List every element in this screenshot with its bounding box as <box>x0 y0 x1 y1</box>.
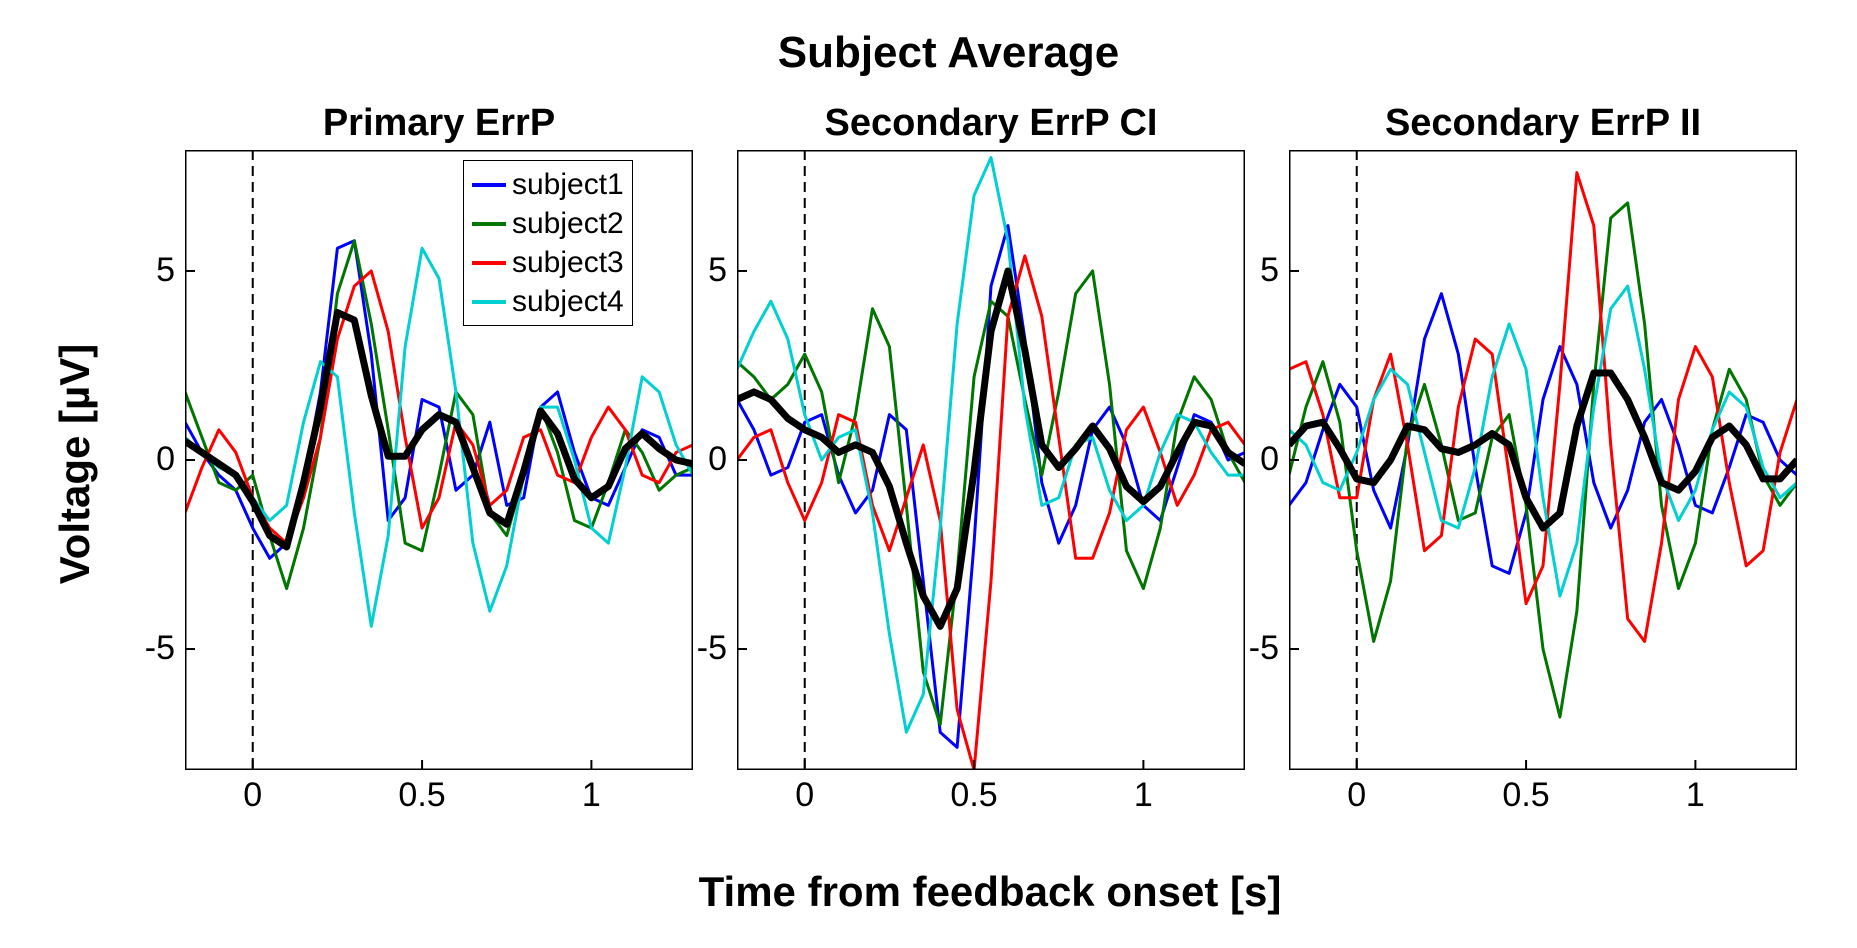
y-tick-label: -5 <box>1219 629 1279 668</box>
legend-swatch <box>472 183 506 187</box>
legend-label: subject2 <box>512 204 624 243</box>
legend-item: subject4 <box>472 282 624 321</box>
legend-item: subject1 <box>472 165 624 204</box>
panel-1: Secondary ErrP CI00.51-505 <box>737 150 1245 770</box>
panel-title: Secondary ErrP II <box>1289 102 1797 145</box>
figure-super-title: Subject Average <box>20 28 1857 78</box>
plot-svg <box>737 150 1245 770</box>
x-tick-label: 0.5 <box>1486 776 1566 815</box>
x-tick-label: 0 <box>213 776 293 815</box>
panel-title: Secondary ErrP CI <box>737 102 1245 145</box>
panel-title: Primary ErrP <box>185 102 693 145</box>
panel-2: Secondary ErrP II00.51-505 <box>1289 150 1797 770</box>
legend-item: subject3 <box>472 243 624 282</box>
figure-root: Subject Average Voltage [µV] Time from f… <box>20 20 1857 928</box>
legend: subject1subject2subject3subject4 <box>463 160 633 326</box>
y-tick-label: -5 <box>667 629 727 668</box>
y-tick-label: 0 <box>115 440 175 479</box>
legend-swatch <box>472 222 506 226</box>
legend-label: subject4 <box>512 282 624 321</box>
plot-border <box>738 151 1245 770</box>
y-axis-label: Voltage [µV] <box>51 264 99 664</box>
x-tick-label: 1 <box>1655 776 1735 815</box>
plot-border <box>1290 151 1797 770</box>
x-tick-label: 1 <box>1103 776 1183 815</box>
plot-svg <box>1289 150 1797 770</box>
y-tick-label: 0 <box>667 440 727 479</box>
legend-label: subject1 <box>512 165 624 204</box>
x-tick-label: 0.5 <box>934 776 1014 815</box>
series-line-subject4 <box>737 158 1245 733</box>
legend-item: subject2 <box>472 204 624 243</box>
y-tick-label: 0 <box>1219 440 1279 479</box>
x-tick-label: 1 <box>551 776 631 815</box>
y-tick-label: 5 <box>667 251 727 290</box>
series-line-subject2 <box>1289 203 1797 717</box>
legend-swatch <box>472 261 506 265</box>
x-tick-label: 0 <box>1317 776 1397 815</box>
legend-swatch <box>472 300 506 304</box>
y-tick-label: 5 <box>1219 251 1279 290</box>
x-tick-label: 0 <box>765 776 845 815</box>
legend-label: subject3 <box>512 243 624 282</box>
x-axis-label: Time from feedback onset [s] <box>490 868 1490 916</box>
y-tick-label: 5 <box>115 251 175 290</box>
x-tick-label: 0.5 <box>382 776 462 815</box>
y-tick-label: -5 <box>115 629 175 668</box>
